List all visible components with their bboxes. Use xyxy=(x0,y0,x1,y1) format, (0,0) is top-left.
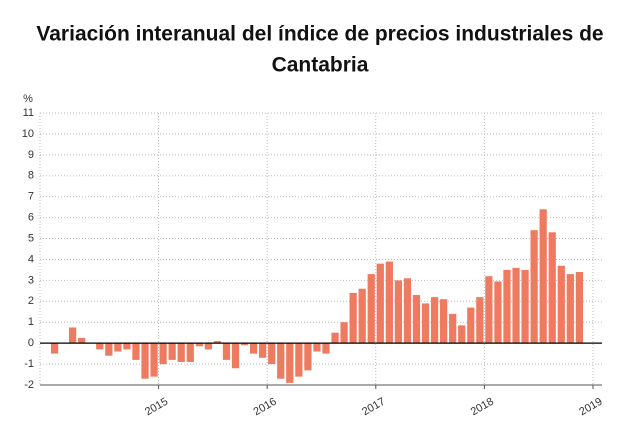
y-tick-label: 0 xyxy=(28,337,34,349)
bar xyxy=(394,280,403,344)
bar xyxy=(566,274,574,344)
bar xyxy=(96,343,104,350)
bar xyxy=(412,295,421,344)
bar xyxy=(286,343,294,383)
x-tick-label: 2016 xyxy=(252,396,279,419)
bar xyxy=(78,337,86,344)
x-tick-label: 2018 xyxy=(469,396,496,419)
bar xyxy=(512,267,520,344)
y-axis-label: % xyxy=(23,93,33,105)
bar xyxy=(494,281,502,344)
bar xyxy=(50,343,59,354)
bar xyxy=(548,232,556,344)
bar xyxy=(231,343,240,369)
bar xyxy=(349,292,357,344)
bar xyxy=(222,343,231,360)
bar xyxy=(240,343,249,346)
bar xyxy=(313,343,321,352)
bar xyxy=(440,299,448,344)
x-tick-label: 2015 xyxy=(143,396,170,419)
bar xyxy=(521,269,529,344)
y-tick-label: 10 xyxy=(22,128,34,140)
x-tick-label: 2019 xyxy=(577,396,604,419)
y-tick-label: 6 xyxy=(28,212,34,224)
y-tick-label: 11 xyxy=(23,107,34,119)
bar xyxy=(331,332,339,344)
chart-title: Cantabria xyxy=(272,54,369,77)
bar xyxy=(575,272,583,344)
bar xyxy=(430,297,439,344)
bar xyxy=(467,307,475,344)
bar xyxy=(177,343,185,362)
bar xyxy=(476,297,484,344)
y-tick-label: 8 xyxy=(28,170,34,182)
bar xyxy=(403,278,412,344)
bar xyxy=(105,343,113,356)
y-tick-label: 2 xyxy=(28,295,34,307)
bar xyxy=(268,343,276,365)
bar xyxy=(159,343,167,365)
bar xyxy=(186,343,194,362)
bar xyxy=(168,343,176,360)
y-tick-label: 4 xyxy=(28,253,34,265)
bar xyxy=(367,274,375,344)
y-tick-label: 9 xyxy=(28,149,34,161)
bar xyxy=(195,343,203,347)
chart-title: Variación interanual del índice de preci… xyxy=(36,23,603,46)
y-tick-label: 5 xyxy=(28,232,34,244)
bar xyxy=(539,209,547,344)
bar xyxy=(458,325,466,344)
bar xyxy=(249,343,258,354)
bar xyxy=(322,343,330,354)
y-tick-label: -1 xyxy=(24,358,34,370)
bar xyxy=(259,343,267,358)
y-tick-label: 3 xyxy=(28,274,34,286)
bar xyxy=(69,327,77,344)
y-tick-label: 1 xyxy=(28,316,34,328)
bar xyxy=(358,288,366,344)
x-tick-label: 2017 xyxy=(360,396,387,419)
bar xyxy=(123,343,131,350)
bar xyxy=(150,343,158,377)
bar xyxy=(213,341,222,344)
bar xyxy=(277,343,285,379)
bar xyxy=(141,343,149,379)
bar xyxy=(204,343,212,350)
bar xyxy=(449,313,457,344)
bar xyxy=(503,269,511,344)
y-tick-label: -2 xyxy=(24,379,34,391)
bar xyxy=(132,343,140,360)
y-tick-label: 7 xyxy=(28,191,34,203)
bar xyxy=(295,343,303,377)
bar xyxy=(421,303,430,344)
bar xyxy=(114,343,122,352)
bar xyxy=(485,276,493,344)
bar xyxy=(304,343,312,371)
bar xyxy=(557,265,565,344)
bar xyxy=(385,261,393,344)
bar xyxy=(530,230,538,344)
bar xyxy=(376,263,384,344)
bar xyxy=(340,322,348,344)
